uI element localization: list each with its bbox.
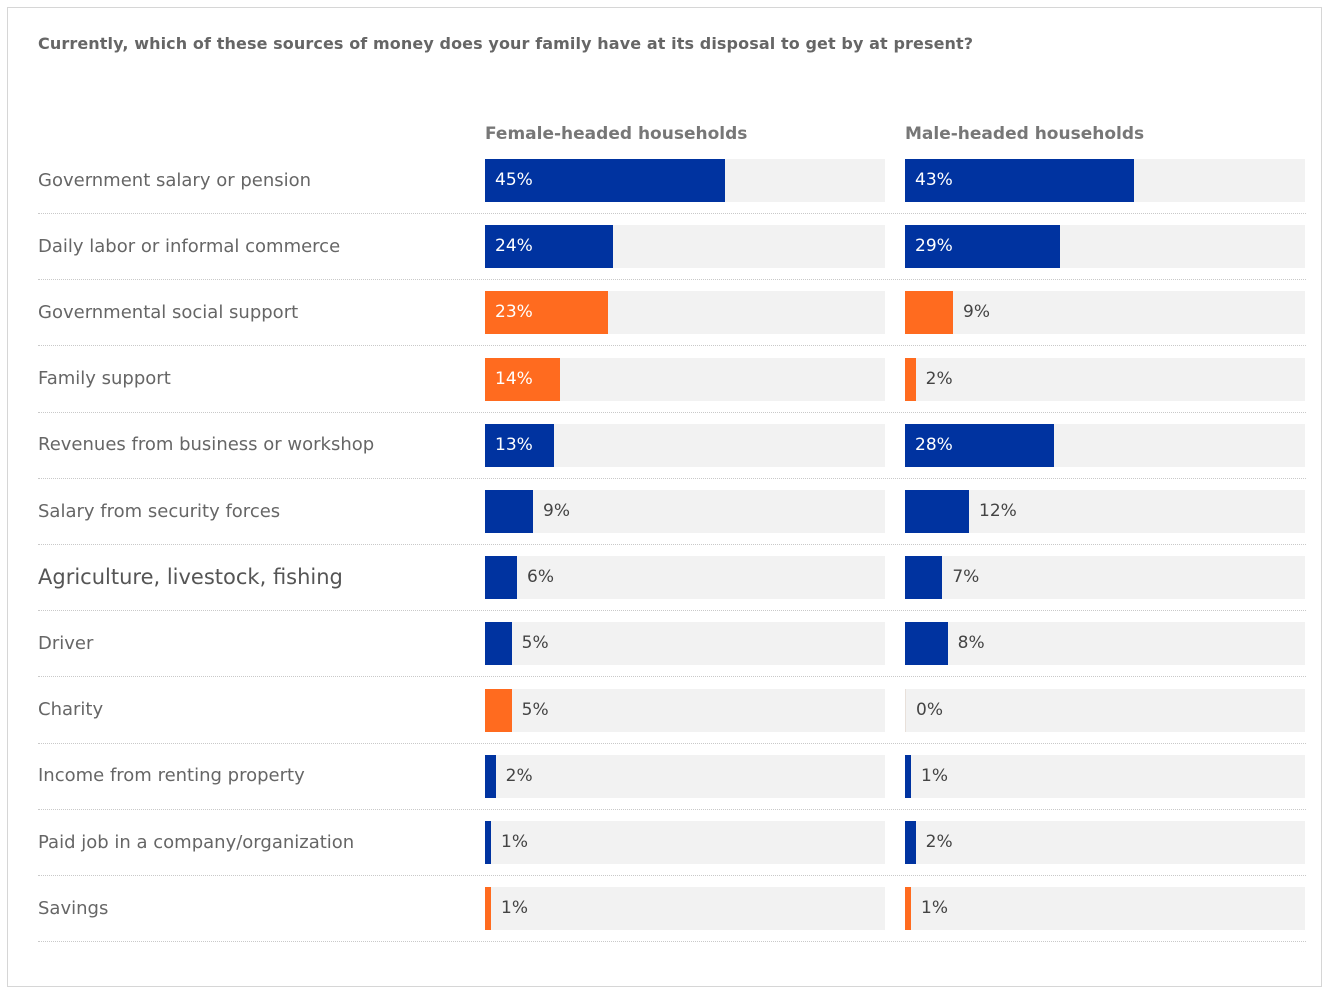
bar-track: 5%	[485, 622, 885, 666]
bar	[905, 423, 1055, 467]
row-separator	[38, 941, 1306, 943]
bar-track: 14%	[485, 357, 885, 401]
bar	[485, 754, 496, 798]
bar-track: 1%	[485, 887, 885, 931]
bar-value-label: 1%	[501, 832, 528, 852]
bar	[485, 357, 560, 401]
bar-value-label: 2%	[505, 765, 533, 786]
bar-track: 6%	[485, 556, 885, 600]
category-label: Salary from security forces	[38, 500, 281, 522]
bar-track: 29%	[905, 225, 1305, 269]
category-label: Paid job in a company/organization	[38, 831, 355, 853]
bar-value-label: 23%	[495, 302, 533, 323]
bar-value-label: 0%	[916, 699, 943, 720]
row-separator	[38, 808, 1306, 810]
category-label: Revenues from business or workshop	[38, 434, 375, 456]
bar-track: 8%	[905, 622, 1305, 666]
bar-value-label: 45%	[495, 170, 533, 190]
bar	[485, 423, 555, 467]
bar-value-label: 43%	[915, 170, 953, 190]
bar	[485, 688, 512, 732]
bar-value-label: 29%	[915, 236, 953, 257]
bar-track: 2%	[905, 821, 1305, 864]
row-separator	[38, 279, 1306, 281]
bar-value-label: 1%	[501, 898, 528, 919]
bar	[905, 291, 953, 335]
bar	[905, 159, 1135, 202]
bar-value-label: 2%	[925, 832, 953, 852]
bar-track: 43%	[905, 159, 1305, 202]
bar	[905, 622, 948, 666]
bar	[905, 225, 1060, 269]
bar-value-label: 9%	[963, 302, 990, 323]
bar-value-label: 7%	[952, 567, 980, 588]
bar-track: 1%	[905, 754, 1305, 798]
category-label: Agriculture, livestock, fishing	[38, 564, 343, 589]
bar	[905, 688, 906, 732]
bar-value-label: 1%	[921, 765, 948, 786]
bar	[485, 159, 725, 202]
bar	[485, 556, 517, 600]
row-separator	[38, 345, 1306, 347]
bar-value-label: 5%	[521, 633, 549, 654]
category-label: Governmental social support	[38, 301, 299, 323]
column-header-male: Male-headed households	[905, 124, 1145, 144]
bar-track: 23%	[485, 291, 885, 335]
bar	[905, 887, 911, 931]
row-separator	[38, 411, 1306, 413]
row-separator	[38, 477, 1306, 479]
bar-value-label: 24%	[495, 236, 533, 257]
row-separator	[38, 676, 1306, 678]
bar-value-label: 12%	[979, 501, 1017, 521]
bar-value-label: 9%	[543, 501, 570, 521]
bar-track: 45%	[485, 159, 885, 202]
bar	[905, 754, 911, 798]
category-label: Government salary or pension	[38, 169, 312, 191]
row-separator	[38, 544, 1306, 545]
bar-track: 5%	[485, 688, 885, 732]
bar	[905, 490, 969, 533]
bar-track: 0%	[905, 688, 1305, 732]
bar-value-label: 8%	[957, 633, 985, 654]
bar-track: 24%	[485, 225, 885, 269]
bar	[485, 225, 613, 269]
row-separator	[38, 742, 1306, 744]
bar	[485, 490, 533, 533]
bar	[485, 887, 491, 931]
bar-track: 12%	[905, 490, 1305, 533]
category-label: Daily labor or informal commerce	[38, 235, 341, 257]
bar-track: 2%	[485, 754, 885, 798]
bar-value-label: 13%	[495, 434, 533, 455]
column-header-female: Female-headed households	[485, 124, 748, 144]
row-separator	[38, 875, 1306, 876]
chart-title: Currently, which of these sources of mon…	[38, 34, 974, 53]
category-label: Charity	[38, 699, 104, 721]
bar-track: 7%	[905, 556, 1305, 600]
category-label: Family support	[38, 368, 171, 390]
bar-track: 9%	[905, 291, 1305, 335]
bar-value-label: 2%	[925, 368, 953, 389]
bar-track: 13%	[485, 423, 885, 467]
bar-track: 28%	[905, 423, 1305, 467]
category-label: Driver	[38, 632, 94, 654]
category-label: Savings	[38, 897, 109, 919]
bar	[905, 821, 916, 864]
bar-track: 1%	[485, 821, 885, 864]
bar-value-label: 1%	[921, 898, 948, 919]
row-separator	[38, 213, 1306, 214]
bar	[905, 556, 943, 600]
bar-track: 1%	[905, 887, 1305, 931]
row-separator	[38, 610, 1306, 612]
bar-value-label: 14%	[495, 368, 533, 389]
bar	[485, 821, 491, 864]
bar-value-label: 28%	[915, 434, 953, 455]
bar	[905, 357, 916, 401]
bar-track: 9%	[485, 490, 885, 533]
bar	[485, 291, 608, 335]
bar-value-label: 6%	[527, 567, 554, 588]
bar	[485, 622, 512, 666]
bar-value-label: 5%	[521, 699, 549, 720]
category-label: Income from renting property	[38, 765, 305, 787]
bar-track: 2%	[905, 357, 1305, 401]
